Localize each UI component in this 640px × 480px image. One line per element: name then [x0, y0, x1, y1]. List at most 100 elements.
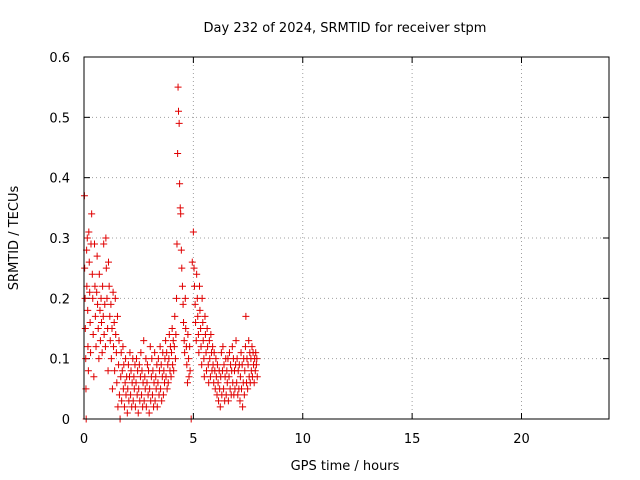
data-point	[127, 391, 135, 399]
data-point	[174, 150, 182, 158]
data-point	[240, 391, 248, 399]
data-point	[91, 312, 99, 320]
data-point	[102, 264, 110, 272]
data-point	[158, 397, 166, 405]
data-point	[244, 385, 252, 393]
data-point	[103, 294, 111, 302]
data-point	[238, 361, 246, 369]
data-point	[86, 288, 94, 296]
data-point	[177, 210, 185, 218]
data-point	[93, 288, 101, 296]
data-point	[220, 361, 228, 369]
data-point	[142, 403, 150, 411]
data-point	[154, 355, 162, 363]
data-point	[199, 337, 207, 345]
data-point	[179, 300, 187, 308]
data-point	[111, 367, 119, 375]
data-point	[186, 343, 194, 351]
x-tick-label: 5	[189, 432, 197, 447]
y-tick-label: 0.1	[49, 353, 70, 368]
data-point	[91, 240, 98, 248]
data-point	[198, 294, 206, 302]
data-point	[124, 385, 132, 393]
data-point	[101, 343, 109, 351]
data-point	[241, 367, 249, 375]
data-point	[81, 294, 89, 302]
x-tick-label: 15	[404, 432, 421, 447]
data-point	[180, 318, 188, 326]
data-point	[135, 361, 143, 369]
data-point	[168, 349, 175, 357]
data-point	[199, 318, 207, 326]
data-point	[157, 385, 165, 393]
data-point	[168, 325, 176, 332]
data-point	[96, 306, 104, 314]
data-point	[253, 373, 261, 381]
data-point	[250, 379, 258, 387]
data-point	[135, 385, 143, 393]
data-point	[108, 385, 116, 393]
data-point	[182, 325, 190, 332]
data-point	[83, 282, 91, 290]
data-point	[109, 288, 117, 296]
data-point	[137, 349, 145, 357]
y-tick-label: 0.3	[49, 232, 70, 247]
data-point	[85, 258, 93, 266]
data-point	[194, 331, 202, 339]
data-point	[252, 361, 260, 369]
data-point	[242, 312, 250, 320]
data-point	[81, 325, 89, 332]
data-point	[209, 343, 217, 351]
data-point	[173, 240, 181, 248]
data-point	[88, 210, 96, 218]
plot-frame	[83, 56, 610, 420]
data-point	[241, 343, 249, 351]
data-point	[186, 367, 194, 375]
y-tick-label: 0	[62, 413, 70, 428]
data-point	[113, 312, 121, 320]
data-point	[123, 409, 131, 417]
data-point	[188, 258, 196, 266]
data-point	[114, 403, 122, 411]
data-point	[154, 379, 162, 387]
data-point	[236, 397, 244, 405]
data-point	[151, 397, 159, 405]
data-point	[98, 318, 105, 326]
data-point	[245, 337, 253, 345]
data-point	[95, 270, 103, 278]
data-points	[80, 83, 261, 423]
data-point	[234, 391, 242, 399]
data-point	[90, 373, 98, 381]
x-tick-label: 20	[513, 432, 530, 447]
data-point	[162, 337, 170, 345]
data-point	[196, 306, 204, 314]
data-point	[107, 300, 115, 308]
data-point	[183, 361, 191, 369]
chart-title: Day 232 of 2024, SRMTID for receiver stp…	[204, 21, 487, 36]
data-point	[82, 355, 90, 363]
data-point	[84, 367, 92, 375]
data-point	[133, 355, 140, 363]
data-point	[219, 343, 227, 351]
data-point	[201, 312, 209, 320]
data-point	[131, 403, 139, 411]
data-point	[165, 355, 173, 363]
data-point	[105, 258, 112, 266]
data-point	[216, 403, 224, 411]
data-point	[106, 337, 114, 345]
data-point	[141, 373, 149, 381]
data-point	[88, 270, 96, 278]
data-point	[206, 355, 214, 363]
data-point	[171, 355, 179, 363]
data-point	[145, 409, 153, 417]
data-point	[210, 349, 218, 357]
data-point	[112, 331, 120, 339]
data-point	[110, 343, 118, 351]
x-tick-label: 10	[294, 432, 311, 447]
data-point	[239, 403, 247, 411]
data-point	[173, 294, 181, 302]
data-point	[171, 312, 179, 320]
data-point	[151, 349, 159, 357]
data-point	[122, 355, 130, 363]
data-point	[198, 361, 206, 369]
